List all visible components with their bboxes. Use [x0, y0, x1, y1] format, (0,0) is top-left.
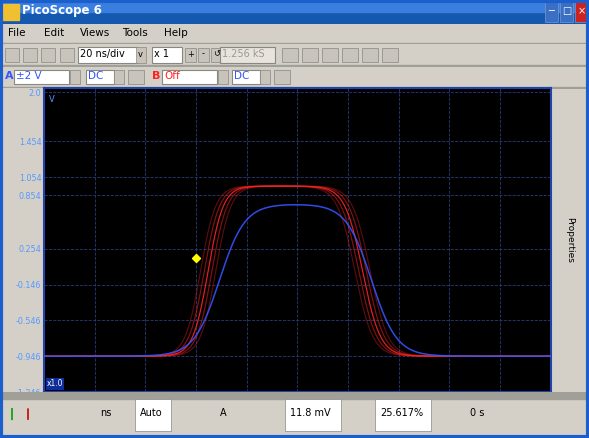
- Bar: [23, 48, 37, 62]
- Bar: [86, 70, 114, 85]
- Bar: [185, 48, 196, 62]
- Bar: [5, 48, 19, 62]
- Bar: [545, 3, 558, 22]
- Bar: [78, 47, 138, 63]
- Text: B: B: [152, 71, 160, 81]
- Text: v: v: [138, 49, 143, 59]
- Bar: [136, 47, 146, 63]
- Text: A: A: [220, 408, 227, 418]
- Text: File: File: [8, 28, 25, 38]
- Text: □: □: [562, 6, 571, 16]
- Bar: [135, 399, 171, 431]
- Bar: [128, 70, 144, 85]
- Text: Off: Off: [164, 71, 180, 81]
- Bar: [0, 87, 589, 88]
- Text: ±2 V: ±2 V: [16, 71, 42, 81]
- Text: ↺: ↺: [213, 49, 220, 59]
- Text: Edit: Edit: [44, 28, 64, 38]
- Bar: [220, 47, 275, 63]
- Bar: [232, 70, 260, 85]
- Text: x 1: x 1: [154, 49, 169, 59]
- Text: V: V: [49, 95, 55, 104]
- Bar: [322, 48, 338, 62]
- Text: 25.617%: 25.617%: [380, 408, 423, 418]
- Text: +: +: [187, 49, 194, 59]
- Bar: [362, 48, 378, 62]
- Text: ×: ×: [577, 6, 585, 16]
- Bar: [382, 48, 398, 62]
- Text: 0 s: 0 s: [470, 408, 484, 418]
- Text: PicoScope 6: PicoScope 6: [22, 4, 102, 18]
- Bar: [575, 3, 588, 22]
- Text: Views: Views: [80, 28, 110, 38]
- Bar: [114, 70, 124, 85]
- Bar: [282, 48, 298, 62]
- Bar: [211, 48, 222, 62]
- Bar: [218, 70, 228, 85]
- Bar: [285, 399, 340, 431]
- Text: 1.256 kS: 1.256 kS: [222, 49, 264, 59]
- Bar: [0, 392, 589, 399]
- Text: Auto: Auto: [140, 408, 163, 418]
- Text: DC: DC: [88, 71, 104, 81]
- Bar: [198, 48, 209, 62]
- Text: 20 ns/div: 20 ns/div: [80, 49, 125, 59]
- Bar: [0, 43, 589, 44]
- Bar: [60, 48, 74, 62]
- Bar: [342, 48, 358, 62]
- Text: 11.8 mV: 11.8 mV: [290, 408, 330, 418]
- Bar: [0, 65, 589, 67]
- Text: Help: Help: [164, 28, 188, 38]
- Bar: [152, 47, 182, 63]
- Bar: [560, 3, 573, 22]
- Bar: [14, 70, 69, 85]
- Bar: [41, 48, 55, 62]
- Text: Properties: Properties: [565, 217, 574, 263]
- Bar: [0, 0, 589, 12]
- Bar: [3, 4, 19, 21]
- Bar: [302, 48, 318, 62]
- Text: ─: ─: [548, 6, 554, 16]
- Bar: [260, 70, 270, 85]
- Text: -: -: [202, 49, 205, 59]
- Text: x1.0: x1.0: [47, 379, 63, 389]
- Text: ns: ns: [100, 408, 111, 418]
- Text: Tools: Tools: [122, 28, 148, 38]
- Bar: [274, 70, 290, 85]
- Text: DC: DC: [234, 71, 249, 81]
- Bar: [162, 70, 217, 85]
- Bar: [70, 70, 80, 85]
- Text: A: A: [5, 71, 14, 81]
- Bar: [375, 399, 431, 431]
